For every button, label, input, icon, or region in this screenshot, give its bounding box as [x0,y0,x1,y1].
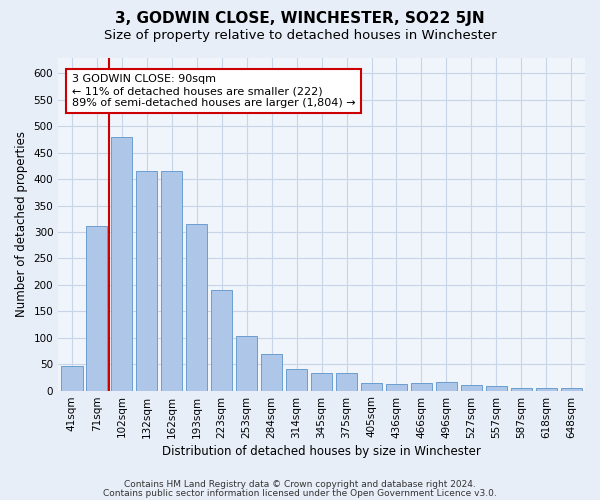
Bar [461,386,482,390]
Bar [261,354,282,391]
Bar [386,384,407,390]
Bar [86,226,107,390]
Bar [486,386,507,390]
Bar [361,383,382,390]
Bar [511,388,532,390]
Text: Size of property relative to detached houses in Winchester: Size of property relative to detached ho… [104,28,496,42]
Bar [286,370,307,390]
Y-axis label: Number of detached properties: Number of detached properties [15,131,28,317]
Bar [336,373,357,390]
Bar [161,171,182,390]
Bar [560,388,582,390]
Text: 3, GODWIN CLOSE, WINCHESTER, SO22 5JN: 3, GODWIN CLOSE, WINCHESTER, SO22 5JN [115,11,485,26]
Bar [111,137,133,390]
Bar [236,336,257,390]
Bar [211,290,232,390]
Bar [536,388,557,390]
Text: 3 GODWIN CLOSE: 90sqm
← 11% of detached houses are smaller (222)
89% of semi-det: 3 GODWIN CLOSE: 90sqm ← 11% of detached … [72,74,356,108]
Bar [311,373,332,390]
Text: Contains public sector information licensed under the Open Government Licence v3: Contains public sector information licen… [103,488,497,498]
Bar [411,383,432,390]
Bar [136,171,157,390]
Text: Contains HM Land Registry data © Crown copyright and database right 2024.: Contains HM Land Registry data © Crown c… [124,480,476,489]
X-axis label: Distribution of detached houses by size in Winchester: Distribution of detached houses by size … [162,444,481,458]
Bar [186,224,208,390]
Bar [61,366,83,390]
Bar [436,382,457,390]
